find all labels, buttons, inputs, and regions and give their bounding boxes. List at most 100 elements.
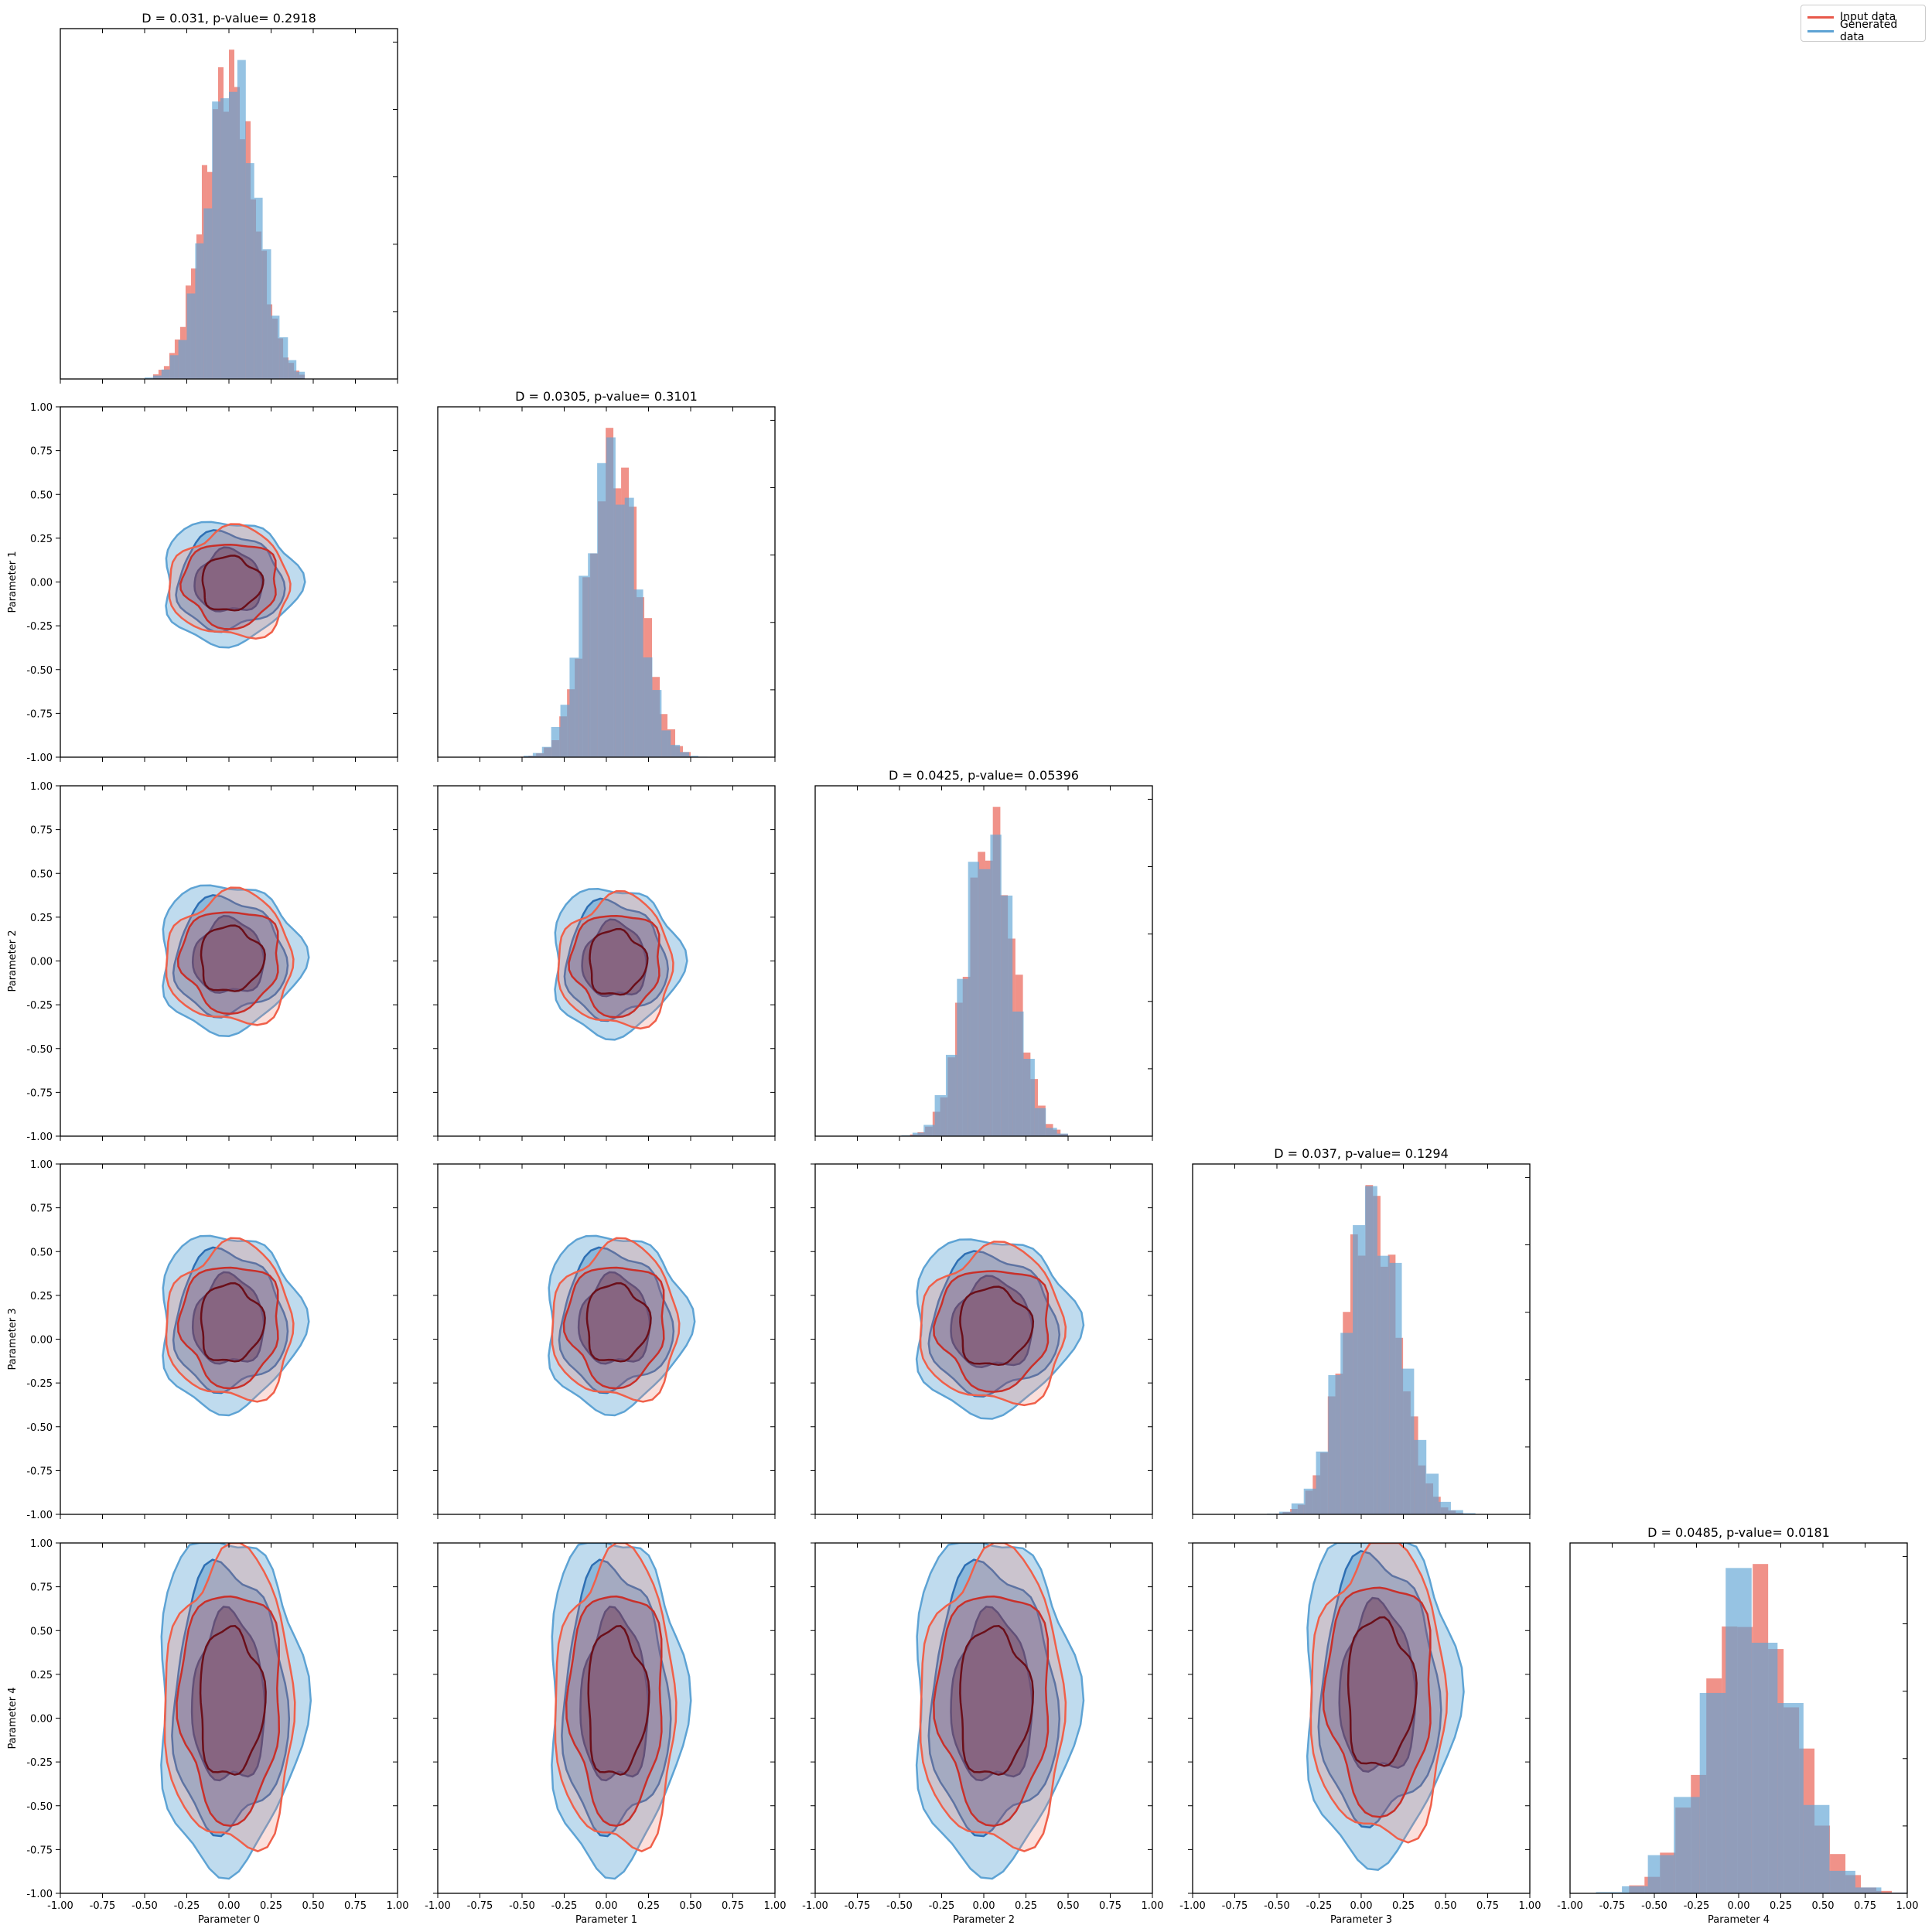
x-tick-label: -0.75: [845, 1900, 871, 1912]
histogram-bar: [1622, 1886, 1648, 1893]
x-tick-label: 0.50: [680, 1900, 702, 1912]
generated-contours: [548, 1234, 696, 1417]
histogram-bar: [1012, 1011, 1024, 1136]
generated-histogram: [901, 835, 1068, 1136]
x-tick-label: -0.25: [1306, 1900, 1333, 1912]
x-tick-label: -0.50: [1641, 1900, 1667, 1912]
y-tick-label: -0.75: [26, 708, 53, 720]
histogram-bar: [1855, 1887, 1882, 1893]
legend-input-line: [1807, 15, 1834, 19]
x-tick-label: 0.50: [1812, 1900, 1835, 1912]
legend-input-label: Input data: [1840, 11, 1896, 23]
input-contours: [165, 1237, 295, 1403]
panel-content: [521, 428, 708, 757]
histogram-bar: [1303, 1488, 1316, 1514]
x-tick-label: 1.00: [1519, 1900, 1541, 1912]
y-tick-label: -0.25: [26, 1000, 53, 1012]
input-contour-level: [165, 886, 295, 1026]
contour-panel-2-4: -1.00 -0.75 -0.50 -0.25 0.00 0.25 0.50 0.75 1.00…: [802, 1542, 1163, 1926]
histogram-bar: [1751, 1642, 1778, 1893]
y-tick-label: 0.50: [30, 1626, 53, 1637]
axes-frame: [60, 406, 398, 758]
x-tick-label: 1.00: [387, 1900, 409, 1912]
histogram-bar: [912, 1132, 924, 1136]
input-contour-level: [554, 1543, 678, 1852]
input-contours: [919, 1543, 1067, 1852]
input-contour-level: [179, 544, 277, 630]
input-contour-level: [589, 927, 649, 996]
histogram-bar: [1699, 1692, 1726, 1893]
generated-histogram: [1596, 1568, 1907, 1893]
input-contour-level: [176, 911, 279, 1015]
x-tick-label: 0.25: [1770, 1900, 1792, 1912]
input-contour-level: [200, 924, 266, 992]
x-tick-label: -1.00: [47, 1900, 73, 1912]
x-tick-label: -0.75: [467, 1900, 493, 1912]
generated-histogram: [145, 60, 306, 379]
ks-title: D = 0.0485, p-value= 0.0181: [1647, 1525, 1830, 1540]
panel-content: [554, 888, 688, 1041]
histogram-bar: [271, 316, 280, 379]
x-tick-label: 0.50: [1057, 1900, 1080, 1912]
x-tick-label: 0.75: [722, 1900, 744, 1912]
y-tick-label: 0.50: [30, 490, 53, 501]
histogram-bar: [597, 463, 606, 757]
x-tick-label: 0.00: [218, 1900, 241, 1912]
axes-frame: [437, 406, 776, 758]
legend-generated: Generated data: [1807, 19, 1925, 43]
histogram-bar: [296, 371, 306, 379]
x-tick-label: 0.75: [344, 1900, 367, 1912]
histogram-bar: [1046, 1128, 1057, 1136]
input-contours: [919, 1241, 1067, 1407]
input-contours: [551, 1237, 681, 1403]
panel-content: [1596, 1564, 1907, 1893]
panel-content: [1267, 1185, 1476, 1514]
axes-frame: [60, 28, 398, 380]
y-tick-label: 0.50: [30, 869, 53, 880]
histogram-bar: [1674, 1797, 1700, 1893]
input-contour-level: [919, 1241, 1067, 1407]
histogram-bar: [279, 337, 288, 379]
histogram-bar: [158, 370, 164, 379]
histogram-bar: [1328, 1374, 1341, 1514]
histogram-bar: [1353, 1225, 1365, 1514]
histogram-panel-3: D = 0.037, p-value= 0.1294: [1192, 1146, 1531, 1519]
histogram-bar: [624, 497, 634, 757]
x-tick-label: -0.25: [174, 1900, 200, 1912]
x-tick-label: -0.25: [1684, 1900, 1710, 1912]
panel-content: [551, 1543, 692, 1880]
panel-content: [165, 521, 306, 649]
histogram-bar: [212, 101, 221, 379]
histogram-bar: [1034, 1108, 1046, 1136]
input-contours: [165, 886, 295, 1026]
y-tick-label: 0.75: [30, 446, 53, 458]
histogram-bar: [532, 753, 542, 757]
histogram-bar: [186, 293, 196, 379]
panel-content: [915, 1543, 1085, 1880]
x-tick-label: 0.00: [1728, 1900, 1750, 1912]
input-contours: [1309, 1543, 1449, 1844]
y-tick-label: -0.75: [26, 1087, 53, 1099]
axes-frame: [814, 785, 1153, 1137]
input-contour-level: [1347, 1616, 1418, 1767]
histogram-bar: [615, 504, 625, 757]
x-axis-label: Parameter 3: [1330, 1914, 1392, 1926]
x-tick-label: 0.00: [973, 1900, 995, 1912]
x-tick-label: -0.25: [929, 1900, 955, 1912]
x-tick-label: -1.00: [802, 1900, 828, 1912]
histogram-bar: [1647, 1855, 1674, 1893]
y-tick-label: 1.00: [30, 1159, 53, 1171]
legend-generated-line: [1807, 29, 1834, 32]
histogram-bar: [195, 243, 204, 379]
ks-title: D = 0.0305, p-value= 0.3101: [515, 389, 698, 404]
ks-title: D = 0.0425, p-value= 0.05396: [889, 768, 1079, 783]
histogram-bar: [161, 369, 170, 379]
input-contour-level: [568, 914, 660, 1019]
y-tick-label: 0.00: [30, 957, 53, 968]
y-tick-label: -1.00: [26, 1132, 53, 1143]
input-contour-level: [176, 1266, 279, 1390]
y-axis-label: Parameter 4: [7, 1687, 19, 1749]
axes-frame: [814, 1542, 1153, 1894]
x-tick-label: 0.25: [1015, 1900, 1037, 1912]
legend-generated-label: Generated data: [1839, 19, 1898, 43]
